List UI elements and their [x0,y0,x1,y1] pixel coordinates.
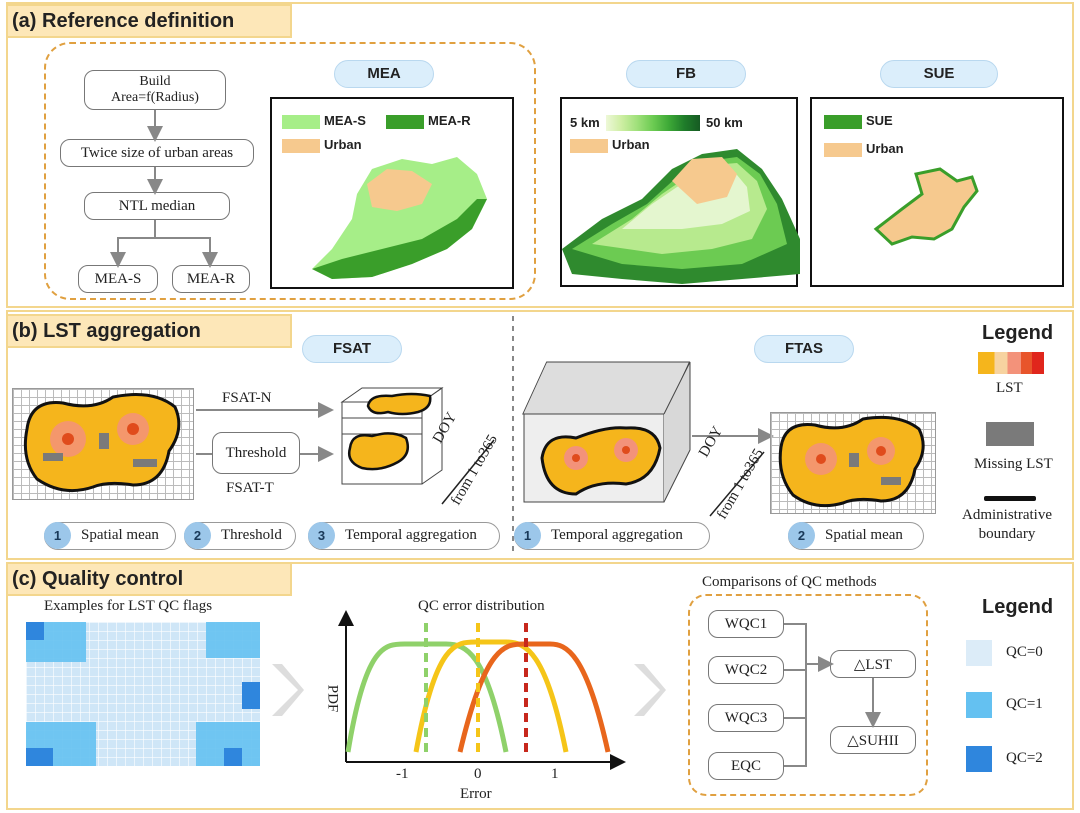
step-label: Spatial mean [825,527,903,543]
dist-title: QC error distribution [418,598,545,614]
mea-r-swatch [386,115,424,129]
error-pdf-plot [338,610,626,770]
mea-dashed-region [44,42,536,300]
panel-b-legend-title: Legend [982,322,1054,344]
fsat-n-label: FSAT-N [222,390,272,406]
compare-dashed-region [688,594,928,796]
ntl-median-box: NTL median [84,192,230,220]
fsat-label: FSAT [302,335,402,363]
ftas-label: FTAS [754,335,854,363]
step-label: Threshold [221,527,282,543]
fsat-step-3: 3 Temporal aggregation [308,522,500,550]
fsat-stack [340,387,444,485]
step-number: 2 [788,522,815,549]
admin-boundary-label: Administrative boundary [962,507,1052,542]
dist-tick-neg1: -1 [396,766,409,782]
qc0-swatch [966,640,992,666]
qc1-swatch [966,692,992,718]
method-wqc1: WQC1 [708,610,784,638]
step-number: 1 [44,522,71,549]
mea-s-legend: MEA-S [324,113,366,128]
sue-swatch [824,115,862,129]
chevron-right-icon [272,664,304,716]
mea-s-box: MEA-S [78,265,158,293]
fsat-step-2: 2 Threshold [184,522,296,550]
ftas-step-1: 1 Temporal aggregation [514,522,710,550]
method-wqc3: WQC3 [708,704,784,732]
ftas-cube [522,361,691,503]
qc1-label: QC=1 [1006,696,1043,712]
qc2-swatch [966,746,992,772]
sue-label: SUE [880,60,998,88]
method-eqc: EQC [708,752,784,780]
sue-region-shape [873,167,979,246]
ftas-output-map [770,412,936,514]
fb-region-shape [562,149,800,284]
qc-flags-title: Examples for LST QC flags [44,598,213,614]
fb-urban-legend: Urban [612,137,650,152]
missing-lst-label: Missing LST [974,456,1053,472]
panel-quality-control [6,562,1074,810]
missing-lst-swatch [986,422,1034,446]
sue-urban-legend: Urban [866,141,904,156]
sue-urban-swatch [824,143,862,157]
step-label: Spatial mean [81,527,159,543]
panel-b-divider [512,316,514,556]
fb-gradient-bar [606,115,700,131]
chevron-right-icon [634,664,666,716]
qc2-label: QC=2 [1006,750,1043,766]
panel-c-legend-title: Legend [982,596,1054,618]
fb-scale-min: 5 km [570,115,600,130]
fsat-lst-grid-map [12,388,194,500]
dist-tick-1: 1 [551,766,559,782]
fb-label: FB [626,60,746,88]
dist-xlabel: Error [460,786,492,802]
threshold-box: Threshold [212,432,300,474]
step-number: 1 [514,522,541,549]
mea-r-box: MEA-R [172,265,250,293]
panel-lst-aggregation [6,310,1074,560]
step-label: Temporal aggregation [551,527,683,543]
fb-map: 5 km 50 km Urban [560,97,800,287]
sue-legend: SUE [866,113,893,128]
method-wqc2: WQC2 [708,656,784,684]
ftas-step-2: 2 Spatial mean [788,522,924,550]
panel-reference-definition [6,2,1074,308]
qc0-label: QC=0 [1006,644,1043,660]
mea-region-shape [312,157,487,279]
fsat-step-1: 1 Spatial mean [44,522,176,550]
fsat-t-label: FSAT-T [226,480,274,496]
step-label: Temporal aggregation [345,527,477,543]
build-box: Build Area=f(Radius) [84,70,226,110]
panel-c-title: (c) Quality control [6,562,292,596]
panel-a-title: (a) Reference definition [6,4,292,38]
delta-lst-box: △LST [830,650,916,678]
admin-boundary-line [984,496,1036,501]
fb-scale-max: 50 km [706,115,743,130]
fb-urban-swatch [570,139,608,153]
dist-tick-0: 0 [474,766,482,782]
lst-legend-label: LST [996,380,1023,396]
mea-urban-swatch [282,139,320,153]
mea-urban-legend: Urban [324,137,362,152]
panel-b-title: (b) LST aggregation [6,314,292,348]
mea-s-swatch [282,115,320,129]
mea-map: MEA-S MEA-R Urban [270,97,514,289]
sue-map: SUE Urban [810,97,1064,287]
twice-size-box: Twice size of urban areas [60,139,254,167]
step-number: 3 [308,522,335,549]
step-number: 2 [184,522,211,549]
mea-label: MEA [334,60,434,88]
qc-flags-grid [26,622,260,766]
mea-r-legend: MEA-R [428,113,471,128]
compare-title: Comparisons of QC methods [702,574,877,590]
delta-suhii-box: △SUHII [830,726,916,754]
lst-color-ramp [978,352,1044,374]
